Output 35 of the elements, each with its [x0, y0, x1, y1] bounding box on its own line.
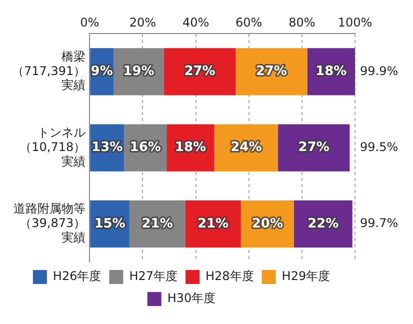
legend-label: H26年度	[52, 269, 102, 284]
bar	[236, 48, 308, 96]
text: 99.7%	[360, 216, 398, 230]
data-label: 19%	[123, 64, 154, 80]
data-label: 18%	[316, 64, 347, 80]
data-label: 18%	[174, 140, 206, 156]
data-label: 9%	[90, 64, 113, 80]
x-tick-label: 20%	[129, 16, 156, 30]
data-label: 20%	[252, 216, 283, 232]
x-tick-label: 0%	[80, 16, 100, 30]
data-label: 27%	[298, 140, 330, 156]
data-label: 27%	[256, 64, 287, 80]
x-tick-label: 40%	[182, 16, 210, 30]
data-label: 24%	[230, 140, 262, 156]
y-tick-label: トンネル（10,718）実績	[20, 126, 86, 168]
x-tick-label: 80%	[288, 16, 316, 30]
text: 99.5%	[360, 140, 398, 154]
legend-label: H27年度	[129, 269, 178, 284]
data-label: 16%	[130, 140, 161, 156]
data-label: 27%	[184, 64, 216, 80]
data-label: 21%	[197, 216, 229, 232]
y-tick-label: 道路附属物等（39,873）実績	[14, 202, 86, 244]
bar	[278, 124, 350, 172]
data-label: 22%	[308, 216, 339, 232]
legend-label: H30年度	[167, 291, 216, 306]
y-tick-label: 橋梁（717,391）実績	[12, 49, 86, 92]
legend-label: H29年度	[282, 269, 330, 284]
data-label: 21%	[142, 216, 173, 232]
bar	[164, 48, 236, 96]
data-label: 13%	[92, 140, 123, 156]
x-tick-label: 60%	[236, 16, 262, 30]
x-tick-label: 100%	[338, 16, 372, 30]
data-label: 15%	[94, 216, 126, 232]
legend-label: H28年度	[206, 269, 254, 284]
text: 99.9%	[360, 64, 398, 78]
